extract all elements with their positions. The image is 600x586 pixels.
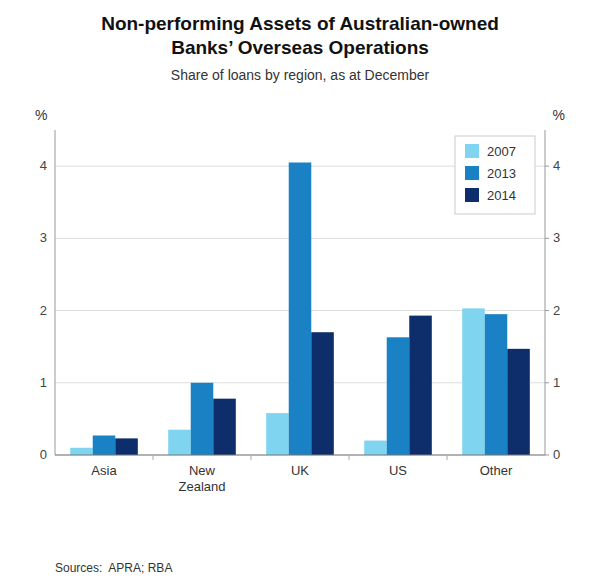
legend-box [455,136,535,214]
x-tick-label: UK [291,463,309,478]
subtitle: Share of loans by region, as at December [171,67,430,83]
x-separator [153,455,154,460]
bar [70,448,93,455]
bar [364,441,387,455]
legend: 2007 2013 2014 [455,136,535,214]
legend-label: 2014 [487,188,516,203]
x-tick-label: Asia [91,463,117,478]
y2-tick-label: 0 [553,447,560,462]
bar [311,332,334,455]
y2-tick [545,455,549,456]
bar [485,314,508,455]
y-tick-label: 1 [40,375,47,390]
y-axis-label: % [35,107,47,123]
y2-tick [545,382,549,383]
y2-tick-label: 1 [553,375,560,390]
bar [507,349,530,455]
x-tick-label-line: Asia [91,463,117,478]
legend-swatch [465,144,479,158]
legend-swatch [465,188,479,202]
y2-tick-label: 2 [553,303,560,318]
bar [409,316,432,455]
x-tick-label-line: Zealand [179,479,226,494]
y2-tick [545,166,549,167]
background [0,0,600,586]
x-axis-line [55,455,545,456]
y2-tick [545,238,549,239]
y2-axis-label: % [553,107,565,123]
x-separator [251,455,252,460]
y2-axis-line [545,130,546,455]
grid-line [55,455,545,456]
bar [93,436,116,456]
y-tick-label: 3 [40,230,47,245]
y-axis-line [55,130,56,455]
x-tick-label-line: UK [291,463,309,478]
bar [191,383,214,455]
x-tick-label-line: New [189,463,216,478]
title: Non-performing Assets of Australian-owne… [101,13,499,58]
y-tick-label: 2 [40,303,47,318]
bar [213,399,236,455]
title-line: Non-performing Assets of Australian-owne… [101,13,499,34]
y2-tick-label: 3 [553,230,560,245]
bar [115,438,138,455]
x-tick-label: Other [480,463,513,478]
y-tick-label: 0 [40,447,47,462]
x-tick-label-line: Other [480,463,513,478]
y2-tick-label: 4 [553,158,560,173]
bar [387,337,410,455]
legend-swatch [465,166,479,180]
source: Sources: APRA; RBA [55,561,172,575]
bar [462,308,485,455]
legend-label: 2013 [487,166,516,181]
x-tick-label-line: US [389,463,407,478]
bar [266,413,289,455]
x-separator [447,455,448,460]
y-tick-label: 4 [40,158,47,173]
legend-label: 2007 [487,144,516,159]
x-tick-label: NewZealand [179,463,226,494]
x-tick-label: US [389,463,407,478]
bar [289,163,312,456]
title-line: Banks’ Overseas Operations [171,37,429,58]
bar [168,430,191,455]
x-separator [349,455,350,460]
y2-tick [545,310,549,311]
chart: Non-performing Assets of Australian-owne… [0,0,600,586]
